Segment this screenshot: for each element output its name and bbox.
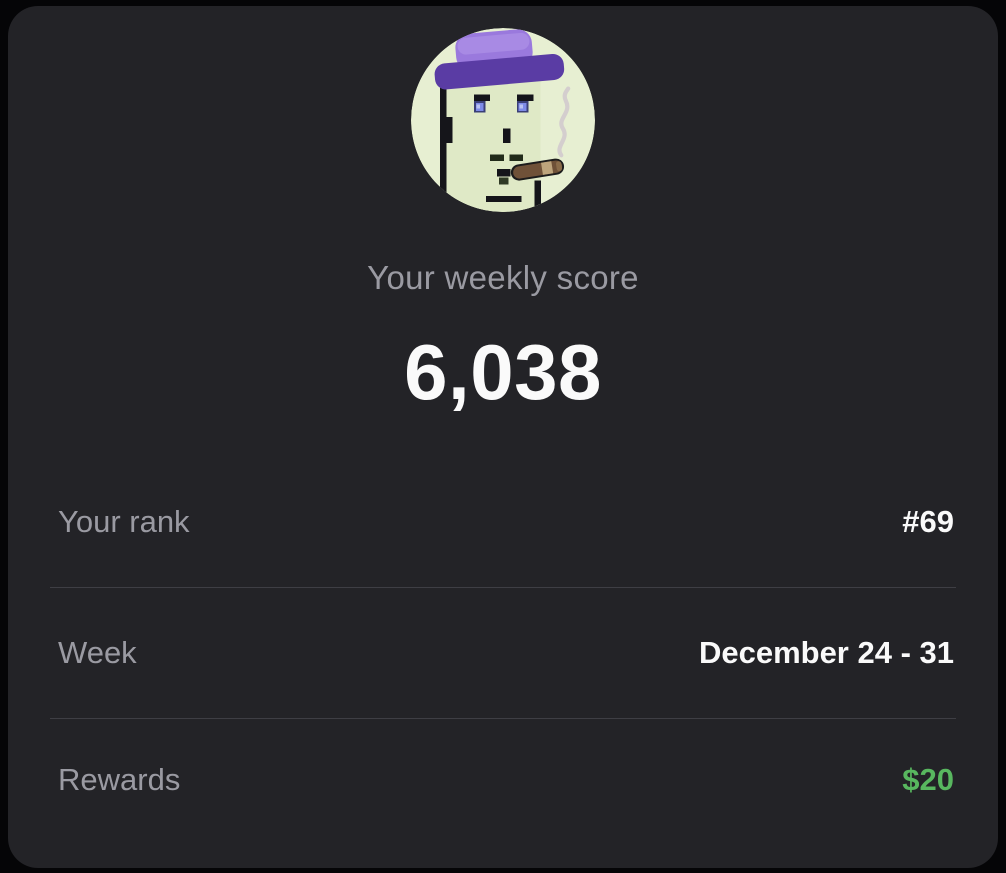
week-value: December 24 - 31 [698, 635, 954, 670]
week-row: Week December 24 - 31 [50, 588, 956, 719]
stats-list: Your rank #69 Week December 24 - 31 Rewa… [8, 457, 998, 841]
weekly-score-label: Your weekly score [367, 259, 639, 296]
avatar [411, 28, 595, 212]
weekly-score-value: 6,038 [404, 328, 602, 416]
weekly-score-card: Your weekly score 6,038 Your rank #69 We… [8, 6, 998, 868]
rewards-label: Rewards [58, 762, 181, 797]
rewards-value: $20 [902, 762, 954, 797]
rank-row: Your rank #69 [50, 457, 956, 588]
cryptopunk-avatar-icon [411, 28, 595, 212]
rank-label: Your rank [58, 504, 190, 539]
rewards-row: Rewards $20 [50, 719, 956, 841]
rank-value: #69 [902, 504, 954, 539]
week-label: Week [58, 635, 137, 670]
